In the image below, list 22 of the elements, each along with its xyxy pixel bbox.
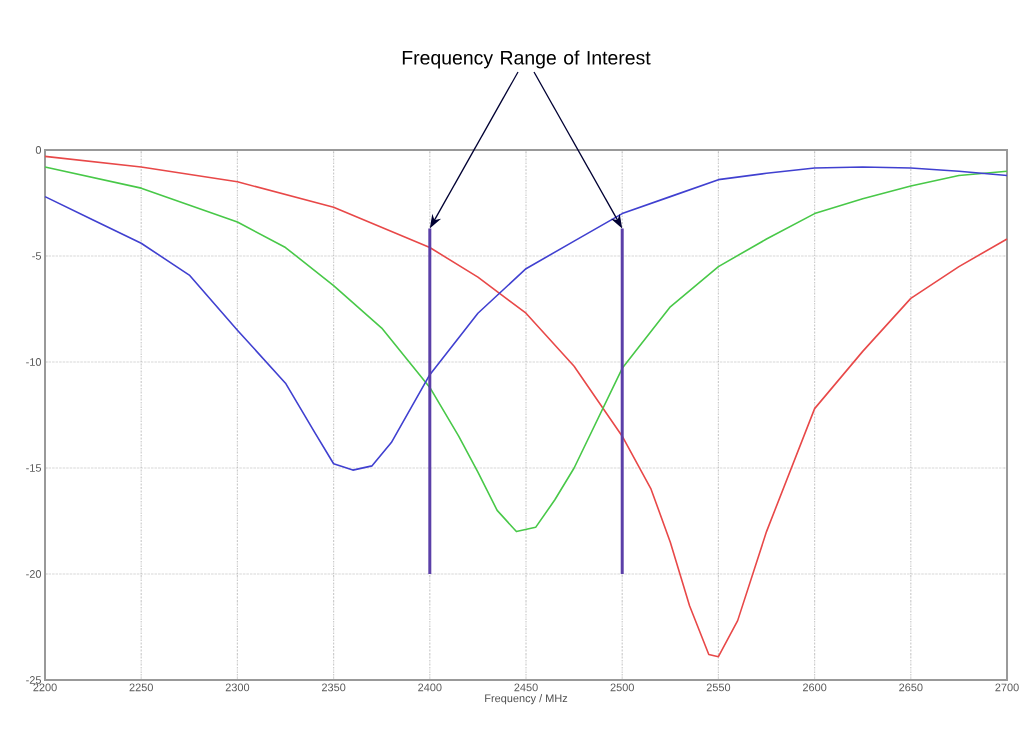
x-tick-label: 2250	[129, 683, 153, 692]
x-tick-label: 2500	[610, 683, 634, 692]
line-series	[44, 166, 1008, 533]
line-series	[44, 155, 1008, 658]
y-tick-label: -5	[32, 252, 42, 260]
y-tick-label: 0	[35, 146, 42, 154]
y-tick-label: -20	[26, 570, 42, 578]
y-tick-label: -10	[26, 358, 42, 366]
line-series	[44, 166, 1008, 471]
x-tick-label: 2650	[899, 683, 923, 692]
x-tick-label: 2350	[321, 683, 346, 692]
annotation: Frequency Range of Interest	[402, 50, 651, 69]
x-tick-label: 2700	[995, 683, 1019, 692]
y-tick-label: -25	[26, 676, 42, 684]
y-tick-label: -15	[26, 464, 42, 472]
x-tick-label: 2600	[802, 683, 827, 692]
x-tick-label: 2300	[225, 683, 250, 692]
x-axis-title: Frequency / MHz	[485, 694, 568, 705]
x-tick-label: 2450	[514, 683, 538, 692]
x-tick-label: 2200	[33, 683, 57, 692]
x-tick-label: 2400	[418, 683, 442, 692]
x-tick-label: 2550	[706, 683, 731, 692]
